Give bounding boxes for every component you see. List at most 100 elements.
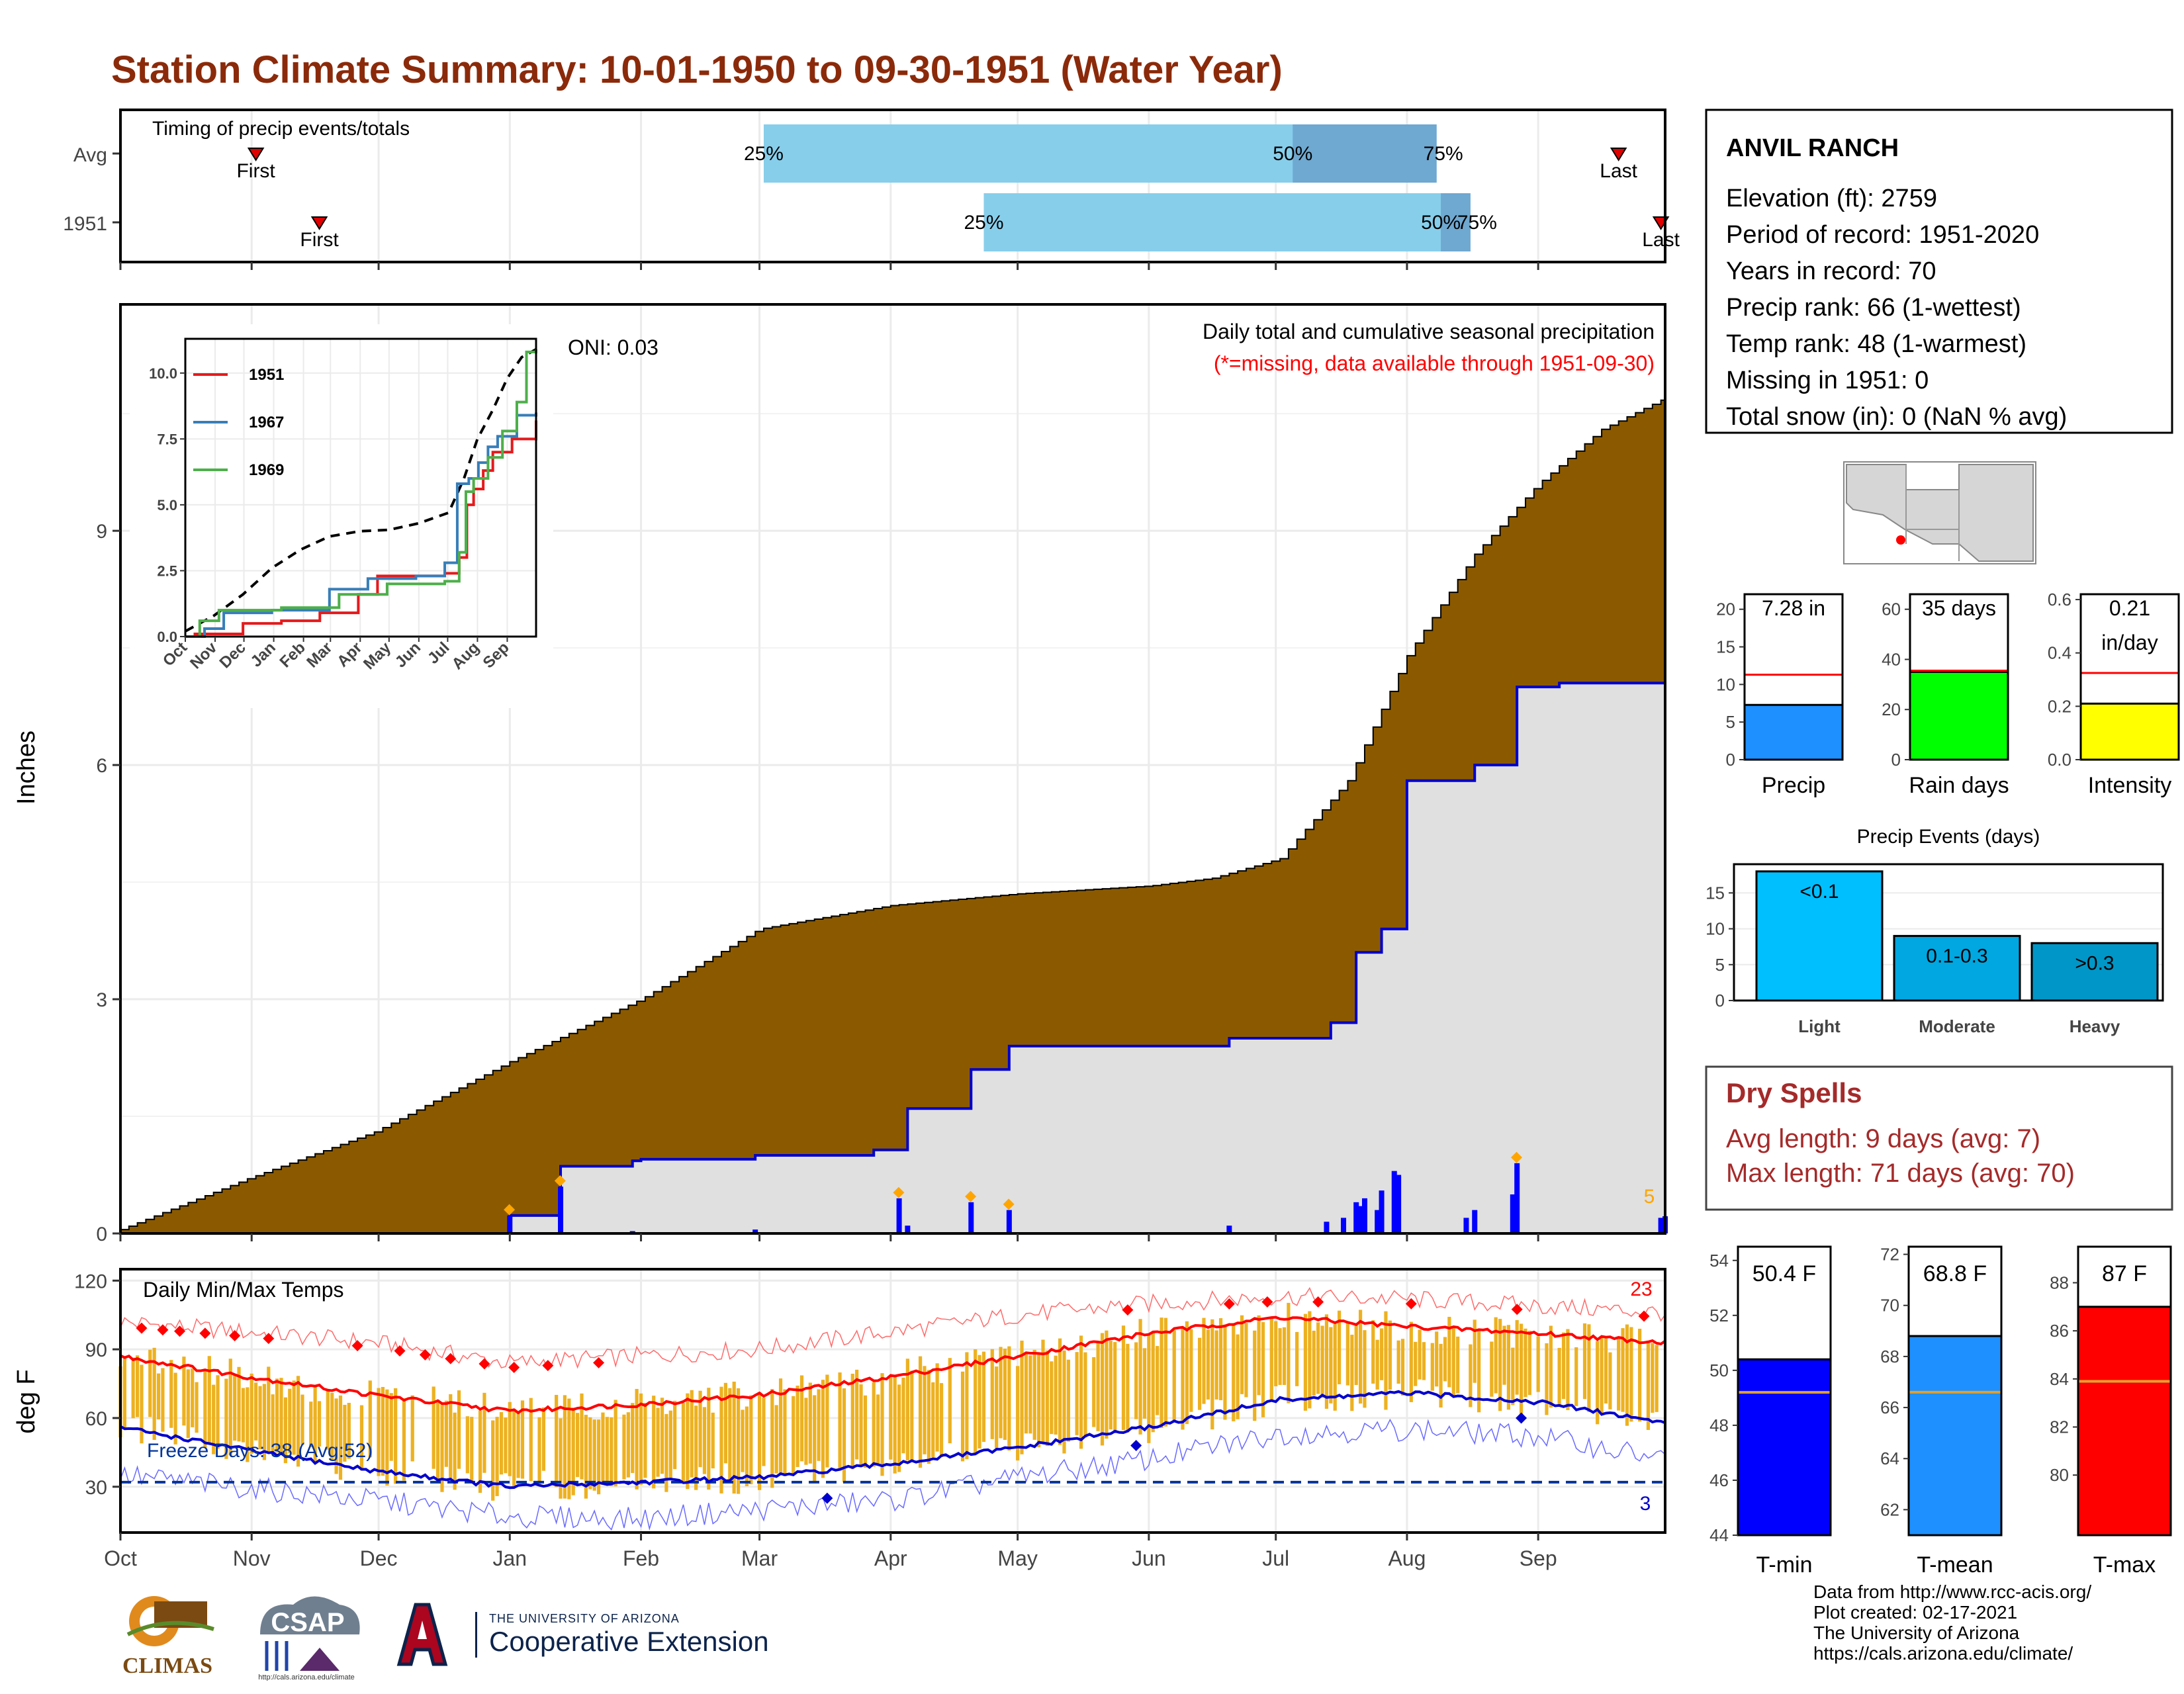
precip-panel-subtitle: (*=missing, data available through 1951-… bbox=[1214, 351, 1655, 375]
daily-temp-bar bbox=[1439, 1343, 1443, 1408]
daily-temp-bar bbox=[1261, 1322, 1265, 1417]
daily-temp-bar bbox=[195, 1382, 199, 1433]
timing-bar-median-q3 bbox=[1441, 193, 1471, 251]
temp-stat-ytick-label: 70 bbox=[1880, 1296, 1899, 1315]
daily-precip-bar bbox=[968, 1202, 974, 1233]
daily-temp-bar bbox=[1384, 1311, 1388, 1410]
daily-temp-bar bbox=[309, 1402, 313, 1448]
daily-temp-bar bbox=[901, 1377, 905, 1454]
daily-temp-bar bbox=[275, 1378, 279, 1453]
temp-stat-ytick-label: 86 bbox=[2050, 1321, 2069, 1341]
daily-temp-bar bbox=[1557, 1347, 1561, 1407]
month-label: Dec bbox=[360, 1546, 398, 1570]
daily-temp-bar bbox=[872, 1382, 876, 1467]
daily-temp-bar bbox=[1388, 1320, 1392, 1390]
first-event-marker bbox=[310, 216, 328, 230]
daily-precip-bar bbox=[1361, 1198, 1367, 1233]
daily-temp-bar bbox=[1308, 1311, 1312, 1409]
daily-temp-bar bbox=[1121, 1325, 1126, 1431]
daily-temp-bar bbox=[470, 1417, 474, 1482]
daily-temp-bar bbox=[792, 1396, 796, 1474]
temp-ylabel: deg F bbox=[13, 1369, 40, 1433]
daily-temp-bar bbox=[1160, 1317, 1163, 1429]
daily-temp-bar bbox=[377, 1388, 381, 1476]
daily-precip-bar bbox=[752, 1229, 758, 1233]
daily-temp-bar bbox=[1587, 1324, 1591, 1412]
daily-temp-bar bbox=[897, 1384, 901, 1472]
daily-temp-bar bbox=[520, 1400, 525, 1479]
heavy-day-marker bbox=[504, 1204, 516, 1216]
daily-temp-bar bbox=[639, 1393, 643, 1485]
inset-ytick-label: 2.5 bbox=[157, 562, 177, 579]
temp-stat-ytick-label: 50 bbox=[1709, 1360, 1729, 1380]
daily-temp-bar bbox=[410, 1395, 414, 1462]
svg-text:CSAP: CSAP bbox=[271, 1608, 344, 1637]
daily-temp-bar bbox=[1655, 1345, 1659, 1412]
daily-temp-bar bbox=[1498, 1319, 1502, 1411]
stat-bar-0 bbox=[1743, 703, 1844, 761]
precip-event-category: Light bbox=[1798, 1016, 1841, 1036]
record-high-marker bbox=[1261, 1296, 1273, 1308]
month-label: Jan bbox=[492, 1546, 527, 1570]
daily-temp-bar bbox=[905, 1359, 909, 1460]
timing-p50-label: 50% bbox=[1421, 212, 1461, 234]
daily-temp-bar bbox=[262, 1384, 267, 1460]
station-cumulative-area bbox=[120, 665, 1665, 1233]
heavy-day-count: 5 bbox=[1644, 1186, 1655, 1208]
daily-temp-bar bbox=[1430, 1343, 1434, 1391]
precip-ytick-label: 3 bbox=[96, 989, 107, 1011]
record-high-marker bbox=[1223, 1298, 1235, 1310]
daily-temp-bar bbox=[660, 1398, 664, 1474]
daily-temp-bar bbox=[1511, 1347, 1515, 1405]
precip-events-frame bbox=[1733, 863, 2164, 1002]
daily-temp-bar bbox=[796, 1386, 799, 1467]
daily-temp-bar bbox=[732, 1381, 736, 1494]
daily-temp-bar bbox=[334, 1398, 338, 1474]
svg-text:http://cals.arizona.edu/climat: http://cals.arizona.edu/climate bbox=[258, 1673, 355, 1681]
stat-bar-value: 0.21 bbox=[2109, 596, 2150, 620]
daily-precip-bar bbox=[905, 1226, 911, 1233]
daily-temp-bar bbox=[1582, 1323, 1587, 1400]
record-min-line bbox=[120, 1418, 1666, 1531]
daily-temp-bar bbox=[817, 1389, 821, 1461]
daily-temp-bar bbox=[850, 1374, 854, 1470]
daily-temp-bar bbox=[1028, 1355, 1032, 1434]
stat-bar-value: 35 days bbox=[1922, 596, 1996, 620]
temp-stat-ytick-label: 46 bbox=[1709, 1470, 1729, 1490]
daily-temp-bar bbox=[1172, 1330, 1176, 1421]
temp-stat-bar bbox=[1737, 1358, 1832, 1537]
month-label: Sep bbox=[1520, 1546, 1557, 1570]
daily-temp-bar bbox=[690, 1390, 694, 1478]
daily-temp-bar bbox=[1278, 1328, 1282, 1385]
oni-label: ONI: 0.03 bbox=[568, 335, 659, 359]
daily-temp-bar bbox=[1109, 1341, 1113, 1430]
daily-temp-bar bbox=[1214, 1330, 1218, 1400]
daily-temp-bar bbox=[300, 1394, 304, 1445]
stat-ytick-label: 0.2 bbox=[2048, 696, 2071, 716]
timing-p25-label: 25% bbox=[964, 212, 1003, 234]
daily-temp-bar bbox=[1287, 1302, 1291, 1404]
record-high-marker bbox=[1511, 1304, 1523, 1315]
inset-average-line bbox=[185, 348, 537, 633]
daily-temp-bar bbox=[1456, 1336, 1460, 1394]
daily-temp-bar bbox=[1274, 1321, 1278, 1386]
daily-temp-bar bbox=[1126, 1343, 1130, 1433]
temp-stat-ytick-label: 62 bbox=[1880, 1499, 1899, 1519]
daily-temp-bar bbox=[1113, 1342, 1117, 1432]
precip-ytick-label: 0 bbox=[96, 1224, 107, 1245]
daily-temp-bar bbox=[808, 1382, 812, 1464]
daily-temp-bar bbox=[529, 1398, 533, 1482]
temp-panel-frame bbox=[119, 1268, 1666, 1534]
daily-temp-bar bbox=[279, 1378, 283, 1452]
daily-temp-bar bbox=[1282, 1327, 1287, 1385]
daily-temp-bar bbox=[156, 1373, 161, 1420]
daily-temp-bar bbox=[1345, 1321, 1350, 1386]
daily-temp-bar bbox=[182, 1357, 186, 1426]
stat-ytick-label: 0 bbox=[1726, 750, 1735, 770]
daily-precip-bar bbox=[1006, 1210, 1012, 1233]
daily-temp-bar bbox=[728, 1388, 732, 1483]
daily-temp-bar bbox=[1007, 1346, 1011, 1451]
daily-temp-bar bbox=[1400, 1339, 1405, 1396]
stat-bar-2 bbox=[2079, 702, 2180, 761]
